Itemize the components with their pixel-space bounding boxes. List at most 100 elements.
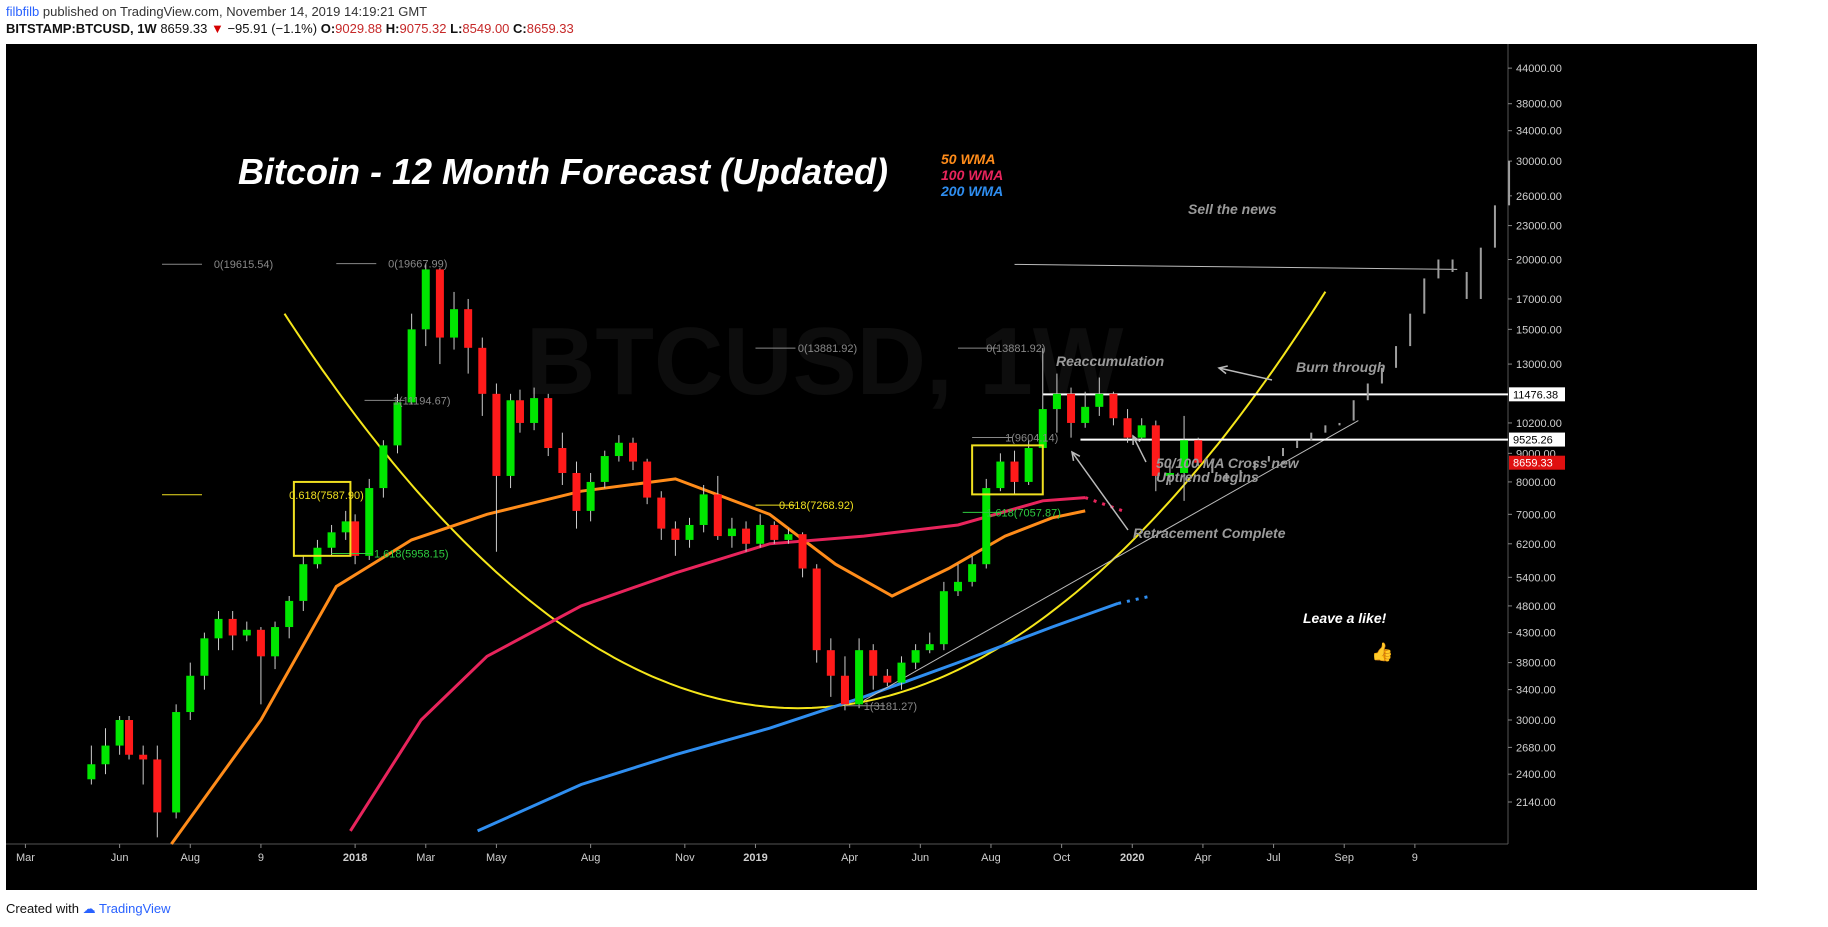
symbol-bar: BITSTAMP:BTCUSD, 1W 8659.33 ▼ −95.91 (−1… (6, 21, 574, 36)
candle-body (478, 347, 487, 394)
annotation-uptrend-begins: Uptrend begins (1156, 469, 1259, 485)
tradingview-brand[interactable]: TradingView (99, 901, 171, 916)
candle-body (812, 568, 821, 651)
sell-the-news-line (1014, 263, 1458, 270)
low-label: L: (450, 21, 463, 36)
time-tick-label: Oct (1053, 852, 1070, 864)
fib-label: 0.618(7268.92) (779, 500, 854, 512)
price-tick-label: 8000.00 (1516, 477, 1556, 489)
chart-background (6, 44, 1757, 890)
candle-body (299, 564, 308, 601)
fib-label: 1(11194.67) (393, 395, 451, 407)
time-tick-label: Nov (675, 852, 695, 864)
candle-body (1038, 409, 1047, 448)
candle-body (450, 309, 459, 338)
candle-body (727, 528, 736, 537)
candle-body (125, 720, 134, 755)
last-price: 8659.33 (160, 21, 208, 36)
time-tick-label: May (486, 852, 507, 864)
candle-body (911, 650, 920, 663)
price-tick-label: 23000.00 (1516, 221, 1562, 233)
down-arrow-icon: ▼ (210, 21, 224, 36)
wma200-projection (1117, 594, 1152, 605)
candle-body (341, 521, 350, 533)
candle-body (407, 329, 416, 403)
time-tick-label: Jun (911, 852, 929, 864)
price-tick-label: 20000.00 (1516, 255, 1562, 267)
price-tick-label: 7000.00 (1516, 509, 1556, 521)
candle-body (614, 442, 623, 457)
candle-body (530, 398, 539, 423)
time-tick-label: Jun (111, 852, 129, 864)
candle-body (699, 494, 708, 525)
open-value: 9029.88 (335, 21, 383, 36)
candle-body (464, 309, 473, 348)
candle-body (671, 528, 680, 540)
candle-body (351, 521, 360, 556)
price-tick-label: 44000.00 (1516, 63, 1562, 75)
candle-body (925, 644, 934, 651)
legend-entry: 50 WMA (941, 151, 995, 167)
candle-body (883, 675, 892, 683)
candle-body (1081, 406, 1090, 423)
created-with-text: Created with (6, 901, 79, 916)
candle-body (855, 650, 864, 705)
candle-body (996, 461, 1005, 489)
time-tick-label: 2020 (1120, 852, 1144, 864)
candle-body (869, 650, 878, 676)
candle-body (87, 764, 96, 780)
price-tick-label: 5400.00 (1516, 572, 1556, 584)
tradingview-logo-icon[interactable]: ☁ (82, 901, 96, 916)
price-marker (1509, 455, 1565, 470)
price-tick-label: 3400.00 (1516, 685, 1556, 697)
author-link[interactable]: filbfilb (6, 4, 40, 19)
price-marker-label: 8659.33 (1513, 458, 1553, 470)
candle-body (271, 627, 280, 657)
price-marker (1509, 387, 1565, 402)
fib-label: 1.618(5958.15) (374, 548, 449, 560)
candle-body (826, 650, 835, 676)
footer: Created with ☁ TradingView (6, 901, 171, 917)
candle-body (115, 720, 124, 746)
price-tick-label: 3000.00 (1516, 715, 1556, 727)
price-tick-label: 10200.00 (1516, 418, 1562, 430)
chart-area[interactable]: BTCUSD, 1W 44000.00 38000.00 34000.00 30000.… (6, 44, 1757, 890)
close-label: C: (513, 21, 527, 36)
symbol-label[interactable]: BITSTAMP:BTCUSD, 1W (6, 21, 157, 36)
annotation-leave-a-like: Leave a like! (1303, 610, 1387, 626)
price-chart[interactable]: BTCUSD, 1W 44000.00 38000.00 34000.00 30000.… (6, 44, 1757, 890)
price-tick-label: 13000.00 (1516, 359, 1562, 371)
price-tick-label: 26000.00 (1516, 191, 1562, 203)
candle-body (784, 534, 793, 540)
annotation-sell-the-news: Sell the news (1188, 201, 1277, 217)
candle-body (139, 754, 148, 760)
candle-body (586, 481, 595, 511)
price-tick-label: 2140.00 (1516, 797, 1556, 809)
arrow-retracement-head (1070, 450, 1081, 461)
fib-label: 0(19615.54) (214, 259, 273, 271)
time-tick-label: Aug (581, 852, 601, 864)
fib-label: 1(9604.14) (1005, 433, 1058, 445)
candle-body (982, 488, 991, 565)
candle-body (285, 600, 294, 628)
candle-body (1151, 425, 1160, 476)
legend-entry: 100 WMA (941, 167, 1003, 183)
candle-body (228, 618, 237, 636)
fib-label: 0.618(7587.90) (289, 490, 364, 502)
arrow-burn-through-head (1217, 365, 1228, 375)
price-tick-label: 38000.00 (1516, 99, 1562, 111)
watermark: BTCUSD, 1W (526, 308, 1124, 415)
price-tick-label: 4300.00 (1516, 628, 1556, 640)
time-tick-label: Aug (981, 852, 1001, 864)
arrow-retracement (1071, 451, 1129, 531)
price-tick-label: 34000.00 (1516, 126, 1562, 138)
candle-body (558, 447, 567, 473)
arrow-ma-cross-head (1132, 434, 1141, 446)
price-tick-label: 4800.00 (1516, 601, 1556, 613)
candle-body (242, 629, 251, 636)
time-tick-label: Aug (180, 852, 200, 864)
candle-body (1024, 447, 1033, 482)
high-label: H: (385, 21, 400, 36)
candle-body (713, 494, 722, 537)
open-label: O: (320, 21, 336, 36)
